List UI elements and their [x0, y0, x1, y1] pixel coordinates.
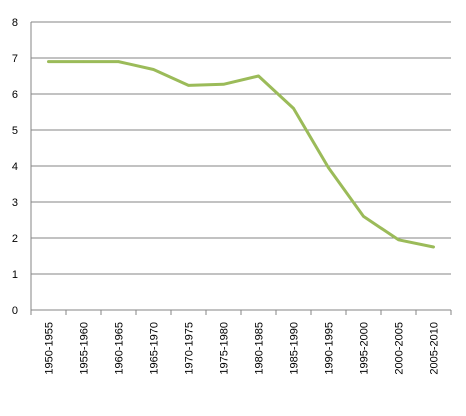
data-point	[152, 68, 155, 71]
y-tick-label: 8	[12, 17, 18, 29]
y-tick-label: 2	[12, 233, 18, 245]
y-tick-label: 4	[12, 161, 18, 173]
x-tick-label: 1980-1985	[254, 322, 266, 375]
x-tick-label: 1975-1980	[219, 322, 231, 375]
y-tick-label: 6	[12, 89, 18, 101]
x-tick-label: 1970-1975	[184, 322, 196, 375]
data-point	[257, 74, 260, 78]
y-tick-label: 0	[12, 305, 18, 317]
data-point	[327, 166, 330, 169]
data-point	[432, 245, 435, 249]
x-tick-label: 2005-2010	[429, 322, 441, 375]
x-tick-label: 1960-1965	[114, 322, 126, 375]
x-tick-label: 1990-1995	[324, 322, 336, 375]
x-tick-label: 1950-1955	[44, 322, 56, 375]
y-tick-label: 3	[12, 197, 18, 209]
x-tick-label: 1955-1960	[79, 322, 91, 375]
data-point	[47, 60, 50, 63]
data-point	[82, 60, 85, 63]
x-tick-label: 1985-1990	[289, 322, 301, 375]
series-line	[47, 60, 435, 249]
data-point	[362, 215, 365, 218]
y-tick-label: 1	[12, 269, 18, 281]
data-point	[397, 238, 400, 241]
x-tick-label: 2000-2005	[394, 322, 406, 375]
data-point	[292, 107, 295, 110]
y-tick-label: 7	[12, 53, 18, 65]
x-tick-label: 1995-2000	[359, 322, 371, 375]
data-point	[117, 60, 120, 63]
data-point	[222, 83, 225, 86]
x-tick-label: 1965-1970	[149, 322, 161, 375]
y-tick-label: 5	[12, 125, 18, 137]
data-point	[187, 84, 190, 87]
